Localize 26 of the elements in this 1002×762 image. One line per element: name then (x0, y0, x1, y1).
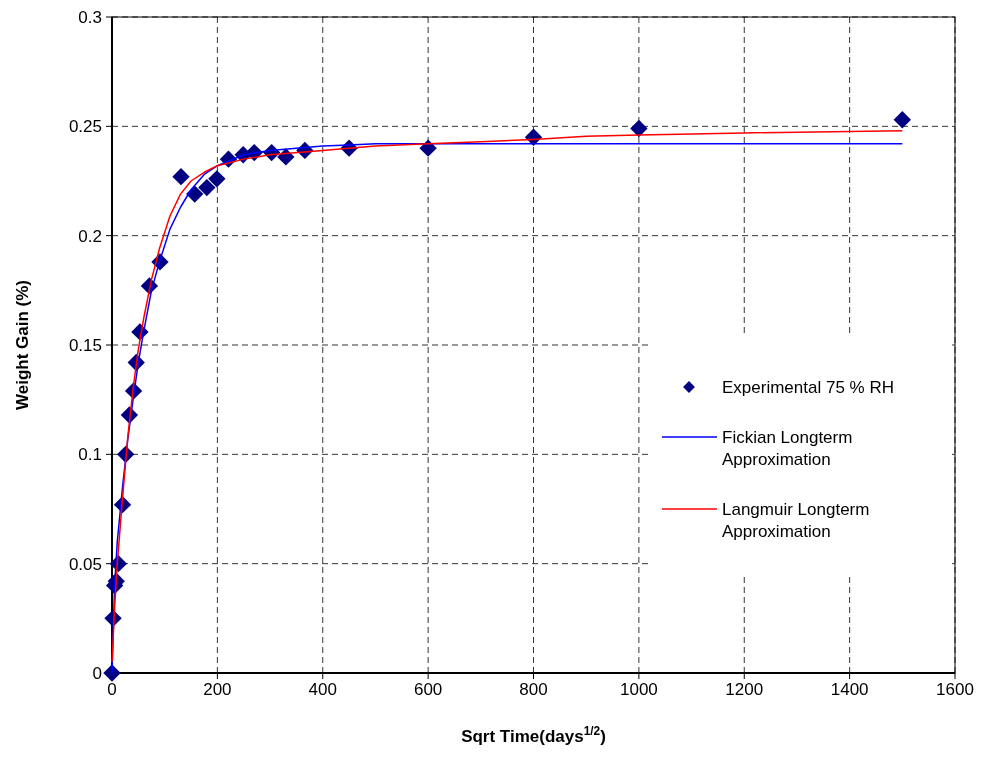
x-tick-label: 200 (203, 680, 232, 699)
x-tick-label: 1200 (725, 680, 764, 699)
y-axis-title: Weight Gain (%) (13, 279, 32, 411)
y-tick-label: 0.15 (68, 335, 102, 355)
point (198, 178, 216, 197)
x-tick-label: 1400 (830, 680, 869, 699)
y-tick-label: 0.3 (78, 7, 102, 27)
x-tick-label: 1000 (619, 680, 658, 699)
x-tick-label: 1600 (936, 680, 974, 699)
y-tick-label: 0.2 (78, 226, 102, 246)
x-tick-label: 0 (107, 680, 117, 699)
y-tick-label: 0.25 (68, 117, 102, 137)
point (893, 111, 911, 129)
point (208, 170, 226, 188)
point (630, 119, 648, 138)
x-tick-label: 400 (308, 680, 337, 699)
x-axis-title: Sqrt Time(days$^{1/2}$) (461, 724, 606, 746)
x-tick-label: 600 (413, 680, 443, 699)
y-tick-label: 0 (92, 663, 102, 683)
legend-label: Langmuir Longterm Approximation (722, 499, 870, 541)
y-tick-label: 0.1 (78, 445, 102, 465)
legend-label: Experimental 75 % RH (722, 377, 894, 397)
y-tick-label: 0.05 (68, 554, 102, 574)
legend-label: Fickian Longterm Approximation (722, 427, 853, 469)
x-tick-label: 800 (519, 680, 548, 699)
point (172, 167, 190, 186)
